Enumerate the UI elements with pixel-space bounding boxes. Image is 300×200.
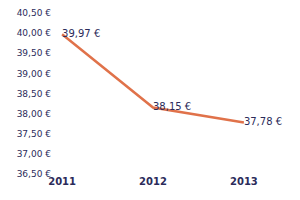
- svg-text:39,97 €: 39,97 €: [62, 28, 100, 39]
- svg-text:2011: 2011: [48, 176, 76, 187]
- svg-text:38,00 €: 38,00 €: [17, 109, 52, 119]
- svg-text:38,50 €: 38,50 €: [17, 89, 52, 99]
- svg-text:37,78 €: 37,78 €: [244, 116, 282, 127]
- svg-text:39,00 €: 39,00 €: [17, 69, 52, 79]
- svg-text:37,50 €: 37,50 €: [17, 129, 52, 139]
- svg-text:38,15 €: 38,15 €: [153, 101, 191, 112]
- svg-text:36,50 €: 36,50 €: [17, 169, 52, 179]
- svg-text:37,00 €: 37,00 €: [17, 149, 52, 159]
- svg-text:2012: 2012: [139, 176, 167, 187]
- svg-text:40,50 €: 40,50 €: [17, 8, 52, 18]
- svg-text:39,50 €: 39,50 €: [17, 48, 52, 58]
- svg-text:2013: 2013: [230, 176, 258, 187]
- svg-text:40,00 €: 40,00 €: [17, 28, 52, 38]
